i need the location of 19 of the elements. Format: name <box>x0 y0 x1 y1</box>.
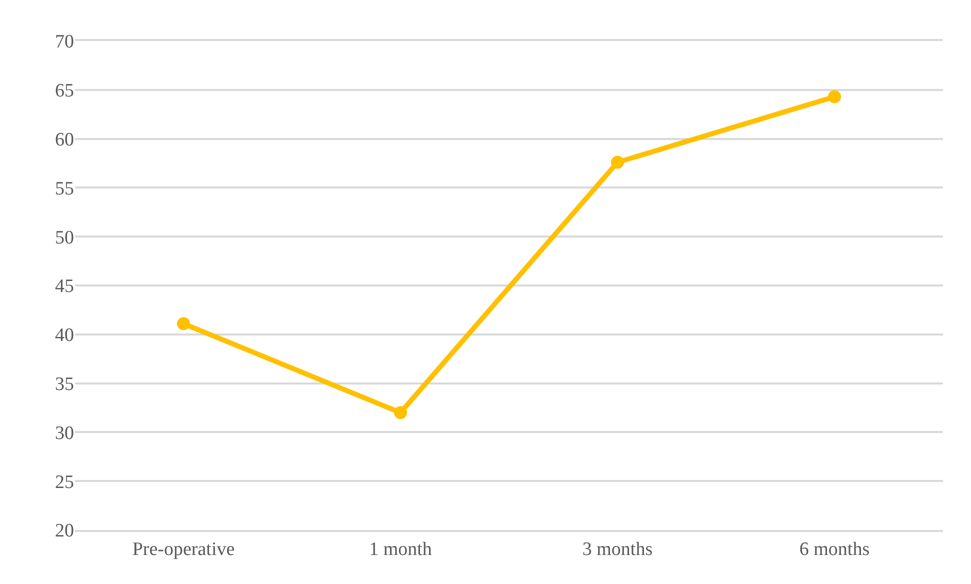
y-tick-label: 65 <box>55 80 74 102</box>
point <box>177 317 190 330</box>
point <box>611 156 624 169</box>
point <box>828 90 841 104</box>
x-tick-label: 1 month <box>369 538 432 560</box>
y-tick-label: 20 <box>55 520 74 542</box>
x-tick-label: 3 months <box>582 538 653 560</box>
y-tick-label: 55 <box>55 178 74 200</box>
x-tick-label: Pre-operative <box>132 538 235 560</box>
y-tick-label: 45 <box>55 276 74 298</box>
x-tick-label: 6 months <box>799 538 870 560</box>
y-tick-label: 35 <box>55 374 74 395</box>
y-tick-label: 40 <box>55 325 74 346</box>
y-tick-label: 25 <box>55 472 74 493</box>
y-tick-label: 60 <box>55 129 74 150</box>
y-tick-label: 50 <box>55 227 74 248</box>
y-tick-label: 30 <box>55 422 74 444</box>
y-tick-label: 70 <box>55 32 74 53</box>
point <box>394 406 407 420</box>
